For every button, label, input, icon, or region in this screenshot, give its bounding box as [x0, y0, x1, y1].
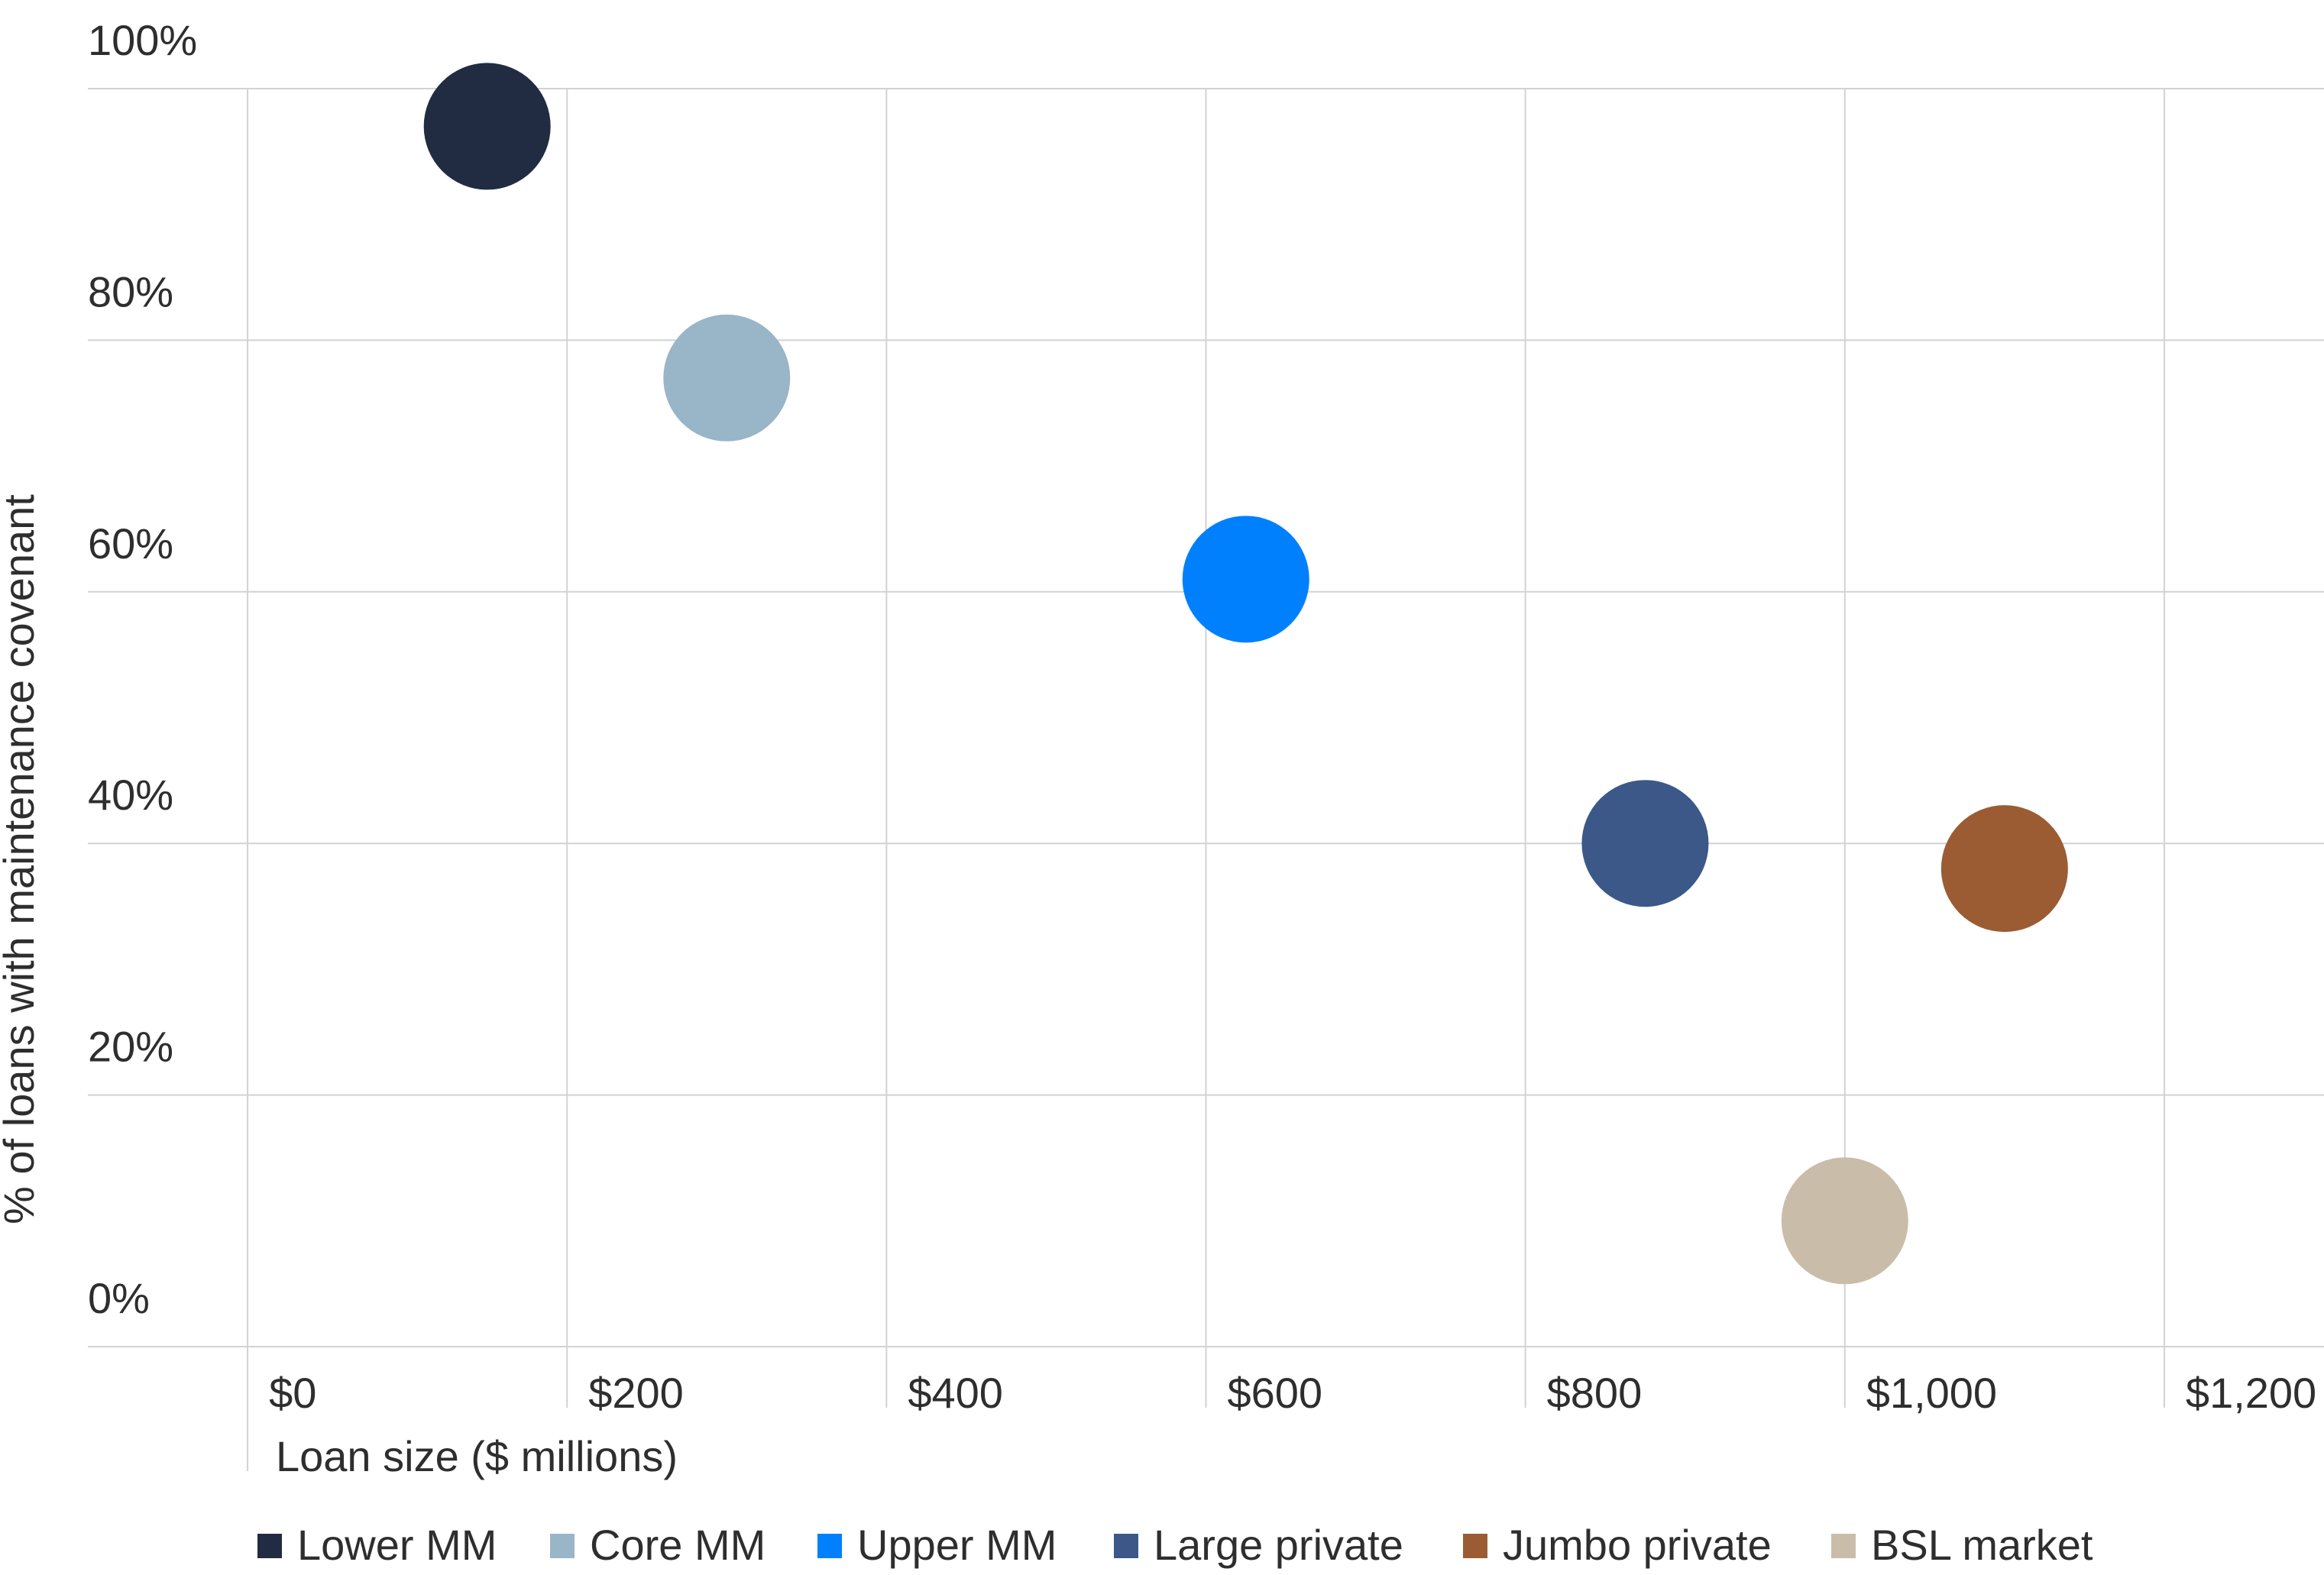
- data-point: [663, 314, 791, 441]
- data-point: [1182, 516, 1309, 643]
- x-tick-label: $800: [1547, 1369, 1643, 1417]
- y-axis-tick-labels: 0% 20% 40% 60% 80% 100%: [88, 16, 197, 1322]
- legend: Lower MM Core MM Upper MM Large private Jumb…: [257, 1521, 2093, 1569]
- x-tick-label: $1,000: [1866, 1369, 1997, 1417]
- y-tick-label: 40%: [88, 771, 173, 819]
- legend-swatch: [817, 1534, 842, 1558]
- legend-label: Core MM: [590, 1521, 765, 1569]
- data-point: [1581, 780, 1709, 907]
- data-point: [1781, 1157, 1908, 1285]
- x-tick-label: $400: [908, 1369, 1003, 1417]
- y-tick-label: 20%: [88, 1023, 173, 1071]
- x-axis-title: Loan size ($ millions): [276, 1432, 678, 1480]
- data-point: [1940, 805, 2068, 933]
- x-tick-label: $1,200: [2186, 1369, 2316, 1417]
- legend-swatch: [550, 1534, 575, 1558]
- legend-swatch: [1463, 1534, 1487, 1558]
- legend-label: BSL market: [1871, 1521, 2093, 1569]
- y-tick-label: 100%: [88, 16, 197, 64]
- legend-label: Upper MM: [857, 1521, 1057, 1569]
- legend-swatch: [1114, 1534, 1138, 1558]
- x-axis-tick-labels: $0 $200 $400 $600 $800 $1,000 $1,200: [269, 1369, 2316, 1417]
- data-points: [423, 63, 2068, 1285]
- legend-swatch: [257, 1534, 282, 1558]
- x-tick-label: $0: [269, 1369, 316, 1417]
- legend-label: Jumbo private: [1503, 1521, 1772, 1569]
- legend-label: Large private: [1154, 1521, 1403, 1569]
- data-point: [423, 63, 551, 190]
- y-tick-label: 60%: [88, 519, 173, 568]
- legend-swatch: [1831, 1534, 1856, 1558]
- x-tick-label: $200: [588, 1369, 684, 1417]
- legend-label: Lower MM: [297, 1521, 497, 1569]
- y-axis-title: % of loans with maintenance covenant: [0, 494, 43, 1224]
- y-tick-label: 80%: [88, 267, 173, 315]
- x-tick-label: $600: [1228, 1369, 1323, 1417]
- y-tick-label: 0%: [88, 1274, 150, 1322]
